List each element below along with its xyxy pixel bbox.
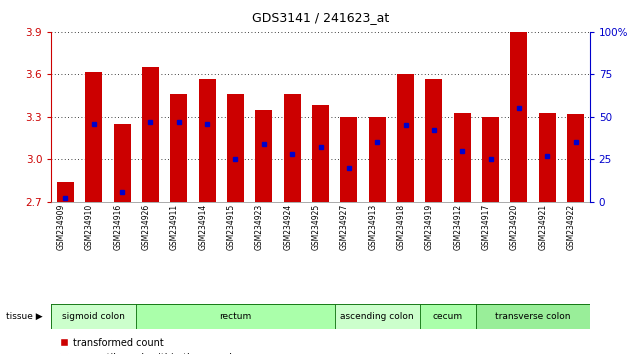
Bar	[137, 304, 335, 329]
Bar	[335, 304, 420, 329]
Text: GSM234914: GSM234914	[198, 204, 207, 250]
Text: GSM234921: GSM234921	[538, 204, 547, 250]
Bar	[482, 117, 499, 202]
Bar	[199, 79, 215, 202]
Text: GSM234916: GSM234916	[113, 204, 122, 250]
Text: sigmoid colon: sigmoid colon	[62, 312, 125, 321]
Text: GSM234913: GSM234913	[368, 204, 377, 250]
Legend: transformed count, percentile rank within the sample: transformed count, percentile rank withi…	[56, 334, 242, 354]
Bar	[57, 182, 74, 202]
Bar	[510, 30, 528, 202]
Bar	[426, 79, 442, 202]
Text: cecum: cecum	[433, 312, 463, 321]
Bar	[397, 74, 414, 202]
Bar	[113, 124, 131, 202]
Text: GSM234920: GSM234920	[510, 204, 519, 250]
Text: GSM234915: GSM234915	[226, 204, 235, 250]
Text: GSM234910: GSM234910	[85, 204, 94, 250]
Text: GSM234909: GSM234909	[56, 204, 65, 250]
Bar	[567, 114, 584, 202]
Text: tissue ▶: tissue ▶	[6, 312, 43, 321]
Text: GSM234919: GSM234919	[425, 204, 434, 250]
Bar	[454, 113, 470, 202]
Bar	[284, 94, 301, 202]
Bar	[420, 304, 476, 329]
Bar	[476, 304, 590, 329]
Text: GSM234911: GSM234911	[170, 204, 179, 250]
Bar	[227, 94, 244, 202]
Bar	[171, 94, 187, 202]
Text: rectum: rectum	[219, 312, 252, 321]
Text: GSM234923: GSM234923	[255, 204, 264, 250]
Text: GSM234922: GSM234922	[567, 204, 576, 250]
Text: GSM234912: GSM234912	[453, 204, 462, 250]
Bar	[255, 110, 272, 202]
Text: GSM234918: GSM234918	[397, 204, 406, 250]
Bar	[142, 67, 159, 202]
Text: ascending colon: ascending colon	[340, 312, 414, 321]
Bar	[85, 72, 103, 202]
Bar	[369, 117, 386, 202]
Bar	[340, 117, 357, 202]
Text: GSM234917: GSM234917	[481, 204, 490, 250]
Text: GSM234926: GSM234926	[142, 204, 151, 250]
Text: GDS3141 / 241623_at: GDS3141 / 241623_at	[252, 11, 389, 24]
Text: transverse colon: transverse colon	[495, 312, 570, 321]
Bar	[51, 304, 137, 329]
Text: GSM234925: GSM234925	[312, 204, 320, 250]
Text: GSM234924: GSM234924	[283, 204, 292, 250]
Bar	[312, 105, 329, 202]
Bar	[538, 113, 556, 202]
Text: GSM234927: GSM234927	[340, 204, 349, 250]
